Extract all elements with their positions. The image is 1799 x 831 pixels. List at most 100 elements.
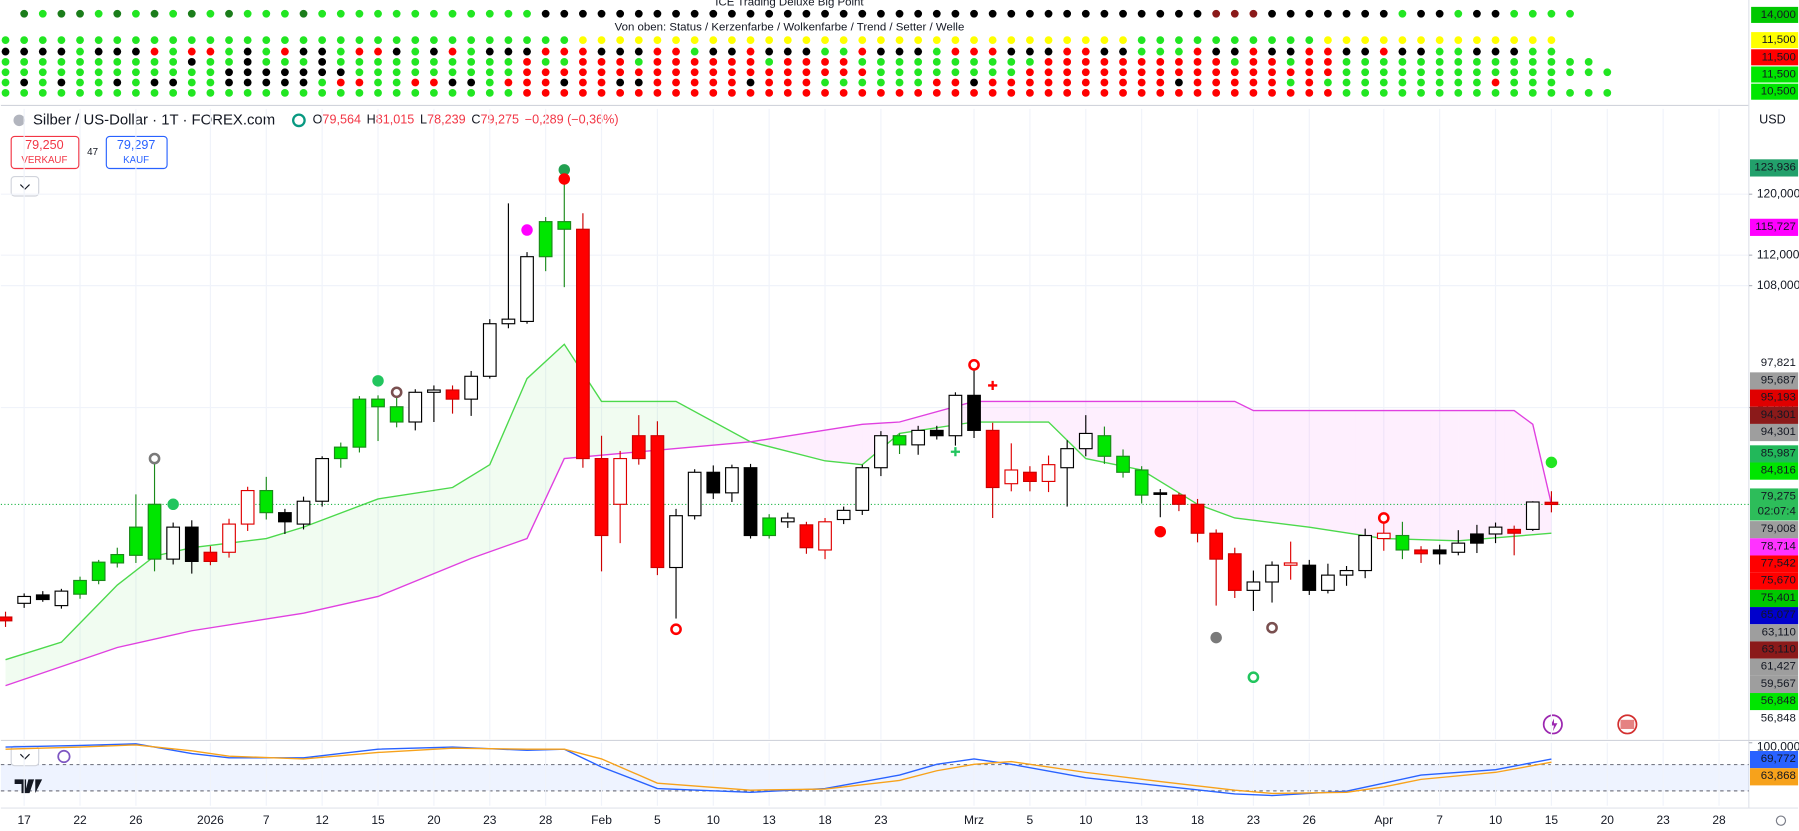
signal-dot: [430, 57, 438, 66]
candle-body: [166, 526, 181, 560]
signal-marker: [1545, 456, 1558, 469]
signal-dot: [802, 36, 811, 45]
x-tick-label: 2026: [197, 813, 224, 827]
signal-dot: [281, 78, 289, 87]
candle-body: [818, 521, 832, 551]
x-tick-label: 23: [1656, 813, 1670, 827]
signal-dot: [1193, 36, 1202, 45]
cloud-fill: [359, 502, 369, 601]
candle-body: [296, 500, 311, 525]
signal-dot: [895, 68, 904, 77]
signal-marker: [988, 380, 998, 391]
signal-dot: [1435, 78, 1444, 87]
signal-dot: [597, 36, 606, 45]
signal-dot: [1081, 68, 1090, 77]
signal-marker: [558, 164, 571, 176]
signal-dot: [1528, 78, 1537, 87]
candle-body: [352, 398, 367, 448]
signal-dot: [132, 78, 140, 87]
settings-icon[interactable]: [1775, 815, 1787, 826]
signal-dot: [1007, 78, 1016, 87]
price-badge-label: 63,868: [1761, 770, 1796, 782]
price-badge-label: 84,816: [1761, 465, 1796, 477]
candle-body: [129, 526, 143, 556]
cloud-fill: [1244, 406, 1254, 521]
signal-dot: [839, 36, 848, 45]
signal-dot: [485, 36, 494, 45]
symbol-icon[interactable]: [13, 114, 25, 127]
signal-dot: [914, 9, 923, 18]
signal-dot: [430, 9, 438, 18]
sell-button[interactable]: [10, 135, 80, 170]
signal-dot: [299, 57, 308, 66]
candle-body: [594, 457, 609, 537]
signal-dot: [765, 88, 774, 97]
signal-dot: [1249, 9, 1258, 18]
signal-dot: [970, 68, 978, 77]
signal-dot: [485, 47, 494, 56]
signal-dot: [597, 9, 606, 18]
signal-dot: [1342, 9, 1351, 18]
signal-dot: [206, 36, 215, 45]
y-tick-label: 112,000: [1757, 247, 1799, 261]
oscillator-line: [5, 744, 1552, 795]
buy-button[interactable]: [105, 135, 168, 170]
signal-dot: [336, 9, 345, 18]
signal-dot: [1119, 57, 1127, 66]
signal-dot: [262, 57, 271, 66]
signal-dot: [57, 36, 66, 45]
signal-dot: [1435, 57, 1444, 66]
price-badge-label: 77,542: [1761, 558, 1796, 570]
signal-dot: [299, 47, 308, 56]
signal-dot: [150, 36, 159, 45]
signal-dot: [579, 9, 587, 18]
signal-dot: [895, 88, 904, 97]
signal-dot: [1081, 78, 1090, 87]
signal-dot: [169, 78, 178, 87]
signal-dot: [560, 47, 569, 56]
signal-dot: [821, 47, 829, 56]
signal-dot: [1268, 9, 1276, 18]
candle-body: [1265, 564, 1279, 583]
signal-dot: [169, 47, 178, 56]
signal-dot: [20, 9, 29, 18]
cloud-fill: [564, 344, 574, 459]
signal-dot: [877, 78, 885, 87]
signal-dot: [672, 88, 680, 97]
signal-dot: [523, 9, 531, 18]
candle-body: [501, 318, 516, 325]
candle-body: [1525, 501, 1540, 530]
cloud-fill: [461, 476, 472, 563]
cloud-fill: [554, 344, 565, 479]
signal-dot: [225, 57, 233, 66]
signal-dot: [336, 78, 345, 87]
signal-dot: [187, 68, 196, 77]
ohlc-change: −0,289 (−0,36%): [525, 113, 619, 127]
collapse-button[interactable]: [10, 175, 40, 197]
signal-dot: [1398, 57, 1407, 66]
signal-dot: [94, 88, 103, 97]
signal-dot: [1454, 9, 1463, 18]
price-badge-label: 69,772: [1761, 753, 1796, 765]
signal-dot: [1547, 9, 1556, 18]
candle-body: [222, 523, 236, 553]
signal-dot: [858, 68, 867, 77]
signal-dot: [970, 47, 978, 56]
cloud-fill: [1393, 410, 1403, 540]
candle-body: [1004, 469, 1019, 485]
signal-dot: [57, 88, 66, 97]
signal-dot: [1, 88, 10, 97]
signal-dot: [1230, 88, 1239, 97]
signal-dot: [1230, 9, 1239, 18]
candle-body: [1283, 562, 1298, 566]
signal-dot: [1528, 68, 1537, 77]
signal-dot: [262, 47, 271, 56]
signal-dot: [1230, 47, 1239, 56]
signal-dot: [299, 88, 308, 97]
cloud-fill: [61, 632, 71, 667]
signal-dot: [485, 9, 494, 18]
signal-dot: [541, 68, 550, 77]
indicator-icon[interactable]: [57, 749, 71, 764]
signal-dot: [988, 78, 997, 87]
signal-dot: [988, 88, 997, 97]
